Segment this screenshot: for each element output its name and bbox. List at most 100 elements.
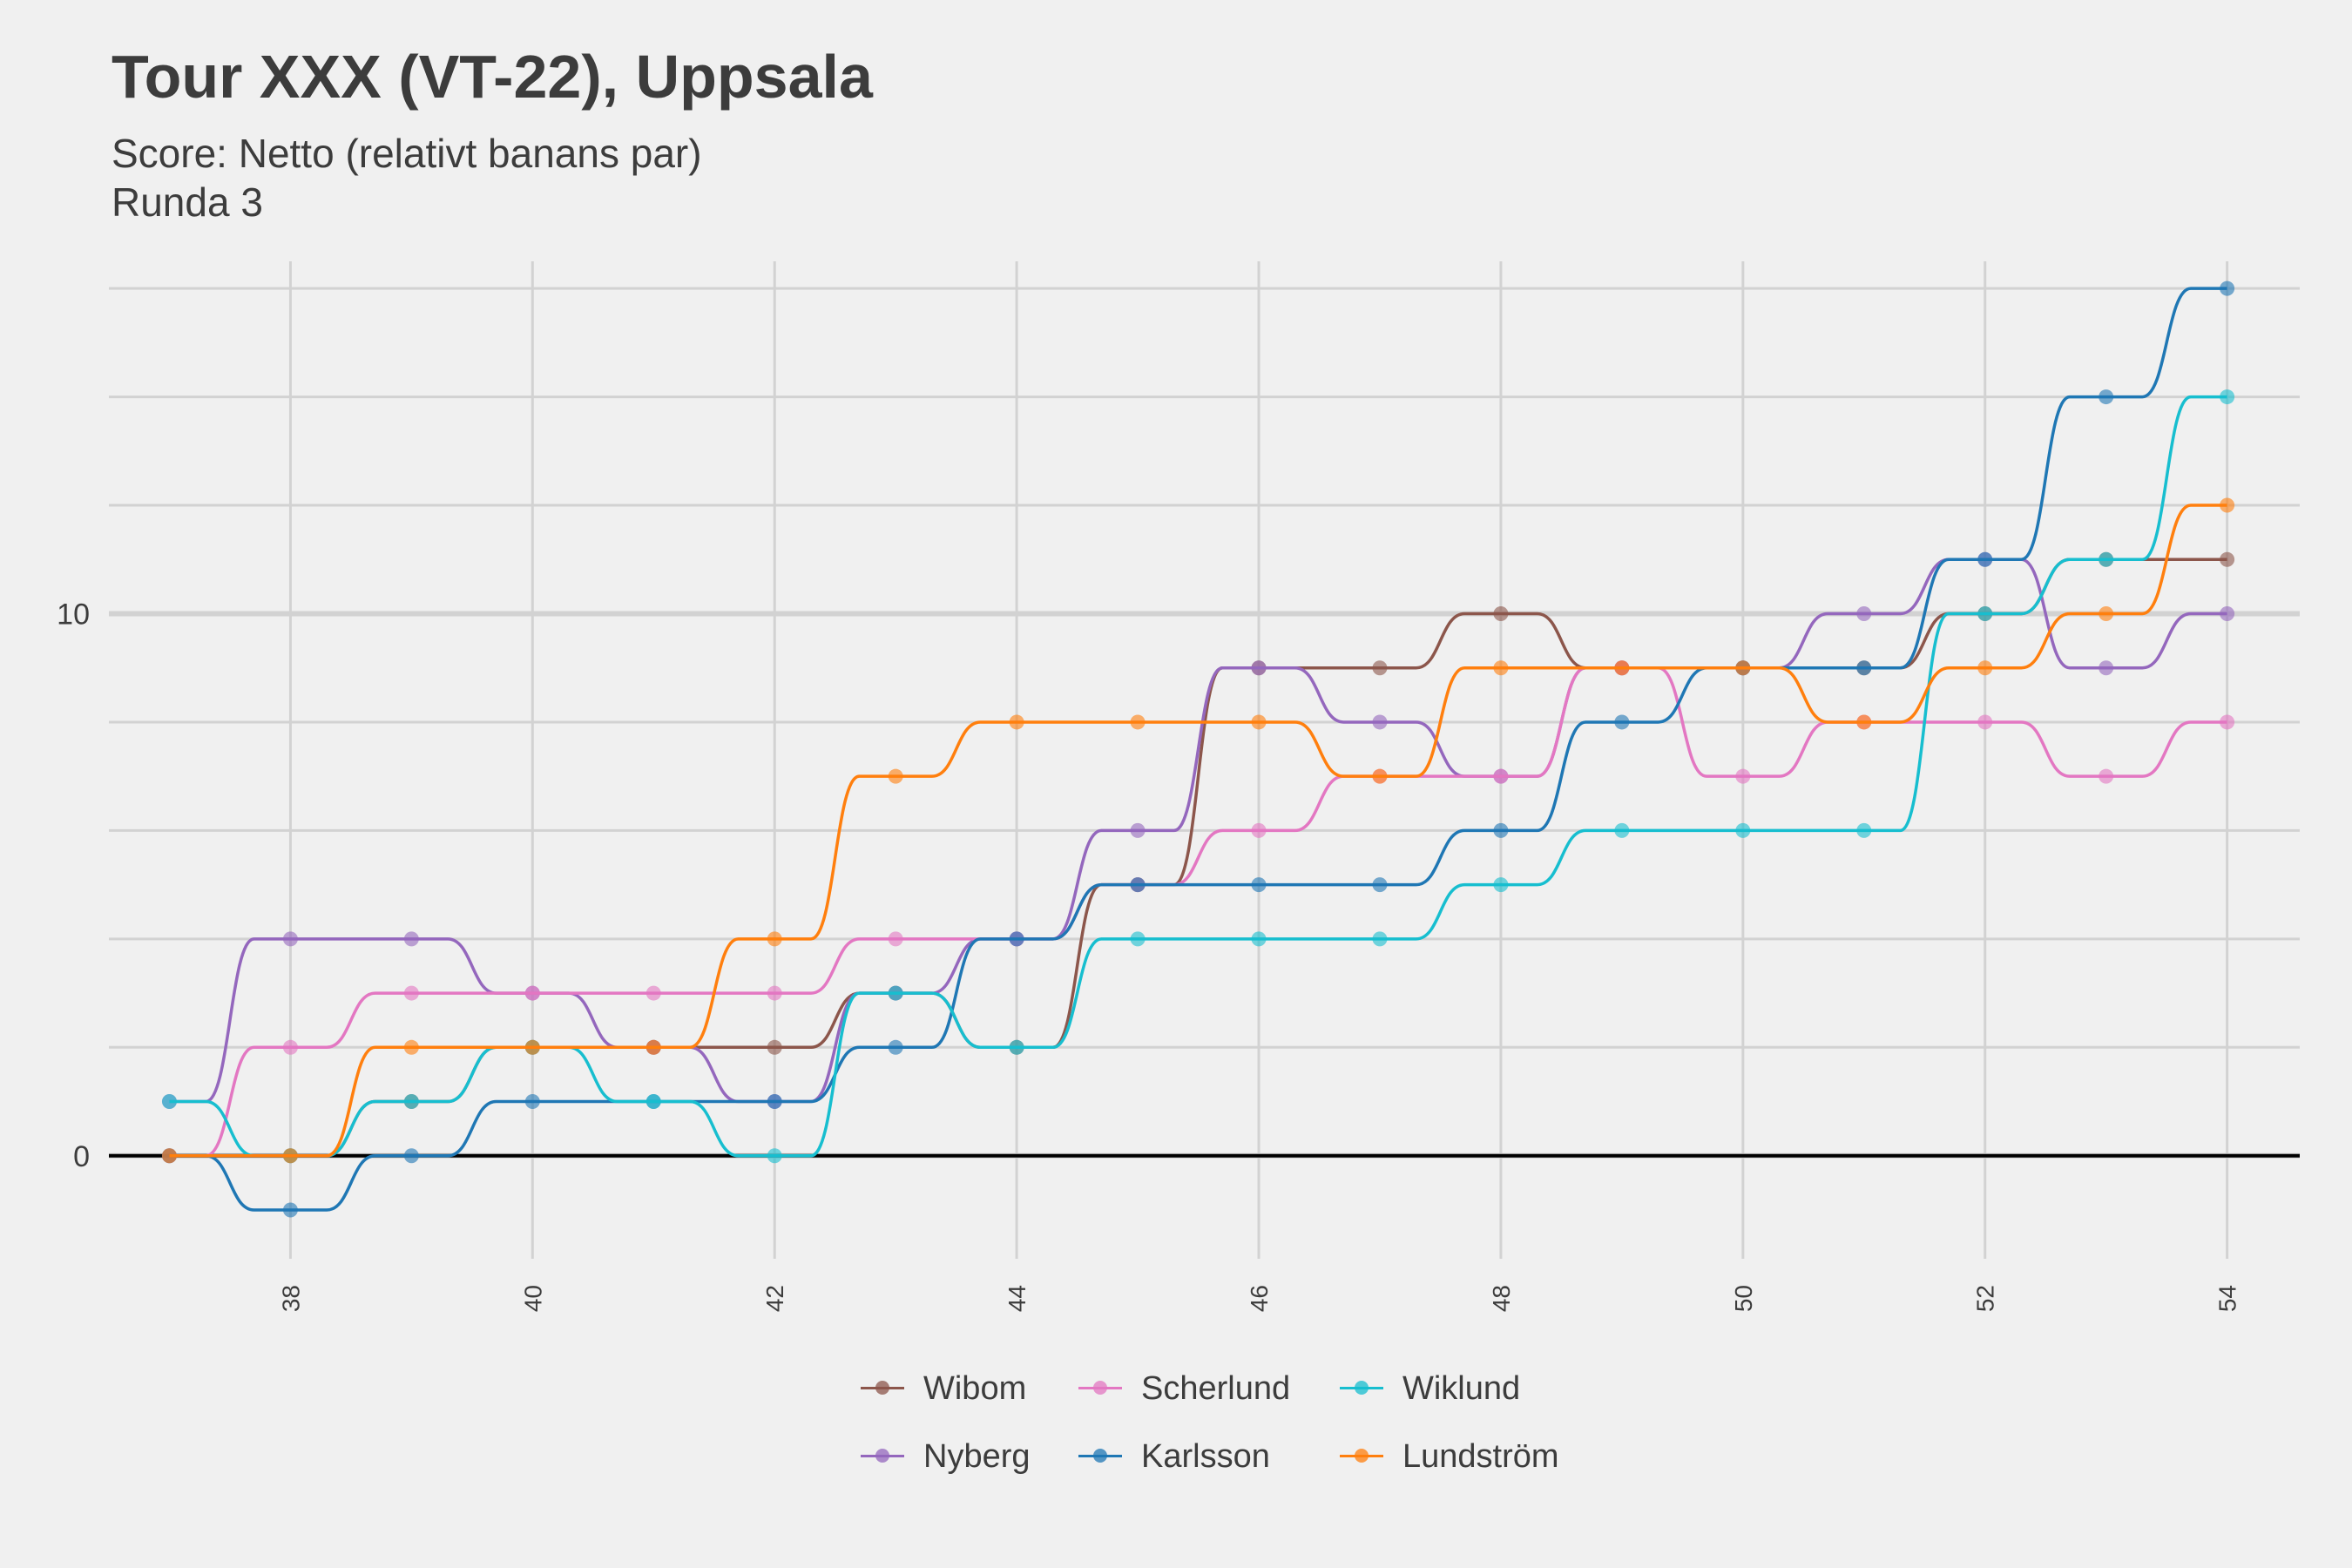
x-tick-label: 42 [761,1285,788,1312]
legend-label: Nyberg [923,1437,1031,1475]
data-point-wiklund [645,1094,661,1110]
legend-item-scherlund: Scherlund [1071,1368,1333,1409]
data-point-lundström [161,1148,177,1164]
y-tick-label: 10 [57,598,90,631]
data-point-wibom [1372,660,1388,676]
legend-item-wiklund: Wiklund [1333,1368,1559,1409]
data-point-wiklund [2099,551,2114,567]
legend-key [854,1436,911,1477]
data-point-lundström [645,1039,661,1055]
data-point-karlsson [888,1039,903,1055]
data-point-karlsson [2220,280,2235,296]
data-point-karlsson [403,1148,419,1164]
data-point-scherlund [1735,768,1751,784]
data-point-scherlund [1977,714,1993,730]
data-point-wiklund [1372,931,1388,947]
data-point-nyberg [403,931,419,947]
data-point-nyberg [2099,660,2114,676]
data-point-karlsson [1493,822,1509,838]
legend-key [854,1368,911,1409]
data-point-wibom [1493,605,1509,621]
data-point-karlsson [1130,877,1146,893]
data-point-karlsson [1977,551,1993,567]
data-point-lundström [524,1039,540,1055]
data-point-scherlund [524,985,540,1001]
data-point-nyberg [2220,605,2235,621]
data-point-wiklund [1856,822,1872,838]
data-point-lundström [1130,714,1146,730]
legend-label: Scherlund [1141,1369,1291,1407]
data-point-karlsson [524,1094,540,1110]
legend-item-lundström: Lundström [1333,1436,1559,1477]
data-point-wiklund [1130,931,1146,947]
data-point-wiklund [1614,822,1630,838]
data-point-karlsson [1614,714,1630,730]
data-point-scherlund [1251,822,1267,838]
chart-title: Tour XXX (VT-22), Uppsala [112,43,873,111]
data-point-lundström [1493,660,1509,676]
data-point-wiklund [1493,877,1509,893]
data-point-nyberg [282,931,298,947]
data-point-scherlund [767,985,782,1001]
legend-key [1071,1436,1129,1477]
data-point-karlsson [1372,877,1388,893]
data-point-scherlund [403,985,419,1001]
data-point-nyberg [1130,822,1146,838]
data-point-scherlund [282,1039,298,1055]
x-tick-label: 44 [1004,1285,1031,1312]
data-point-nyberg [1251,660,1267,676]
legend-item-karlsson: Karlsson [1071,1436,1333,1477]
data-point-lundström [1614,660,1630,676]
legend-item-nyberg: Nyberg [854,1436,1071,1477]
data-point-wiklund [161,1094,177,1110]
data-point-lundström [767,931,782,947]
x-tick-label: 46 [1246,1285,1273,1312]
data-point-wiklund [1735,822,1751,838]
x-tick-label: 48 [1488,1285,1515,1312]
data-point-scherlund [888,931,903,947]
data-point-lundström [2099,605,2114,621]
legend-label: Lundström [1402,1437,1559,1475]
data-point-nyberg [1372,714,1388,730]
data-point-karlsson [767,1094,782,1110]
data-point-lundström [1735,660,1751,676]
y-tick-label: 0 [73,1140,90,1173]
legend-label: Karlsson [1141,1437,1270,1475]
data-point-lundström [403,1039,419,1055]
data-point-wiklund [767,1148,782,1164]
data-point-lundström [888,768,903,784]
data-point-wiklund [2220,389,2235,405]
series-line-karlsson [169,287,2227,1212]
chart-subtitle: Score: Netto (relativt banans par) Runda… [112,129,702,226]
data-point-scherlund [2099,768,2114,784]
data-point-karlsson [282,1202,298,1218]
data-point-wiklund [403,1094,419,1110]
data-point-wiklund [1977,605,1993,621]
data-point-nyberg [1856,605,1872,621]
legend-key [1333,1368,1390,1409]
x-tick-label: 50 [1730,1285,1757,1312]
data-point-scherlund [645,985,661,1001]
x-tick-label: 38 [277,1285,304,1312]
legend-label: Wibom [923,1369,1027,1407]
data-point-wiklund [1251,931,1267,947]
legend-item-wibom: Wibom [854,1368,1071,1409]
data-point-wibom [2220,551,2235,567]
legend-key [1071,1368,1129,1409]
data-point-lundström [1372,768,1388,784]
data-point-scherlund [2220,714,2235,730]
subtitle-line-round: Runda 3 [112,179,263,225]
data-point-lundström [1856,714,1872,730]
subtitle-line-score: Score: Netto (relativt banans par) [112,131,702,176]
data-point-karlsson [2099,389,2114,405]
legend-key [1333,1436,1390,1477]
data-point-karlsson [1856,660,1872,676]
data-point-lundström [1251,714,1267,730]
x-tick-label: 52 [1972,1285,1999,1312]
data-point-wiklund [888,985,903,1001]
data-point-lundström [1009,714,1024,730]
data-point-lundström [282,1148,298,1164]
x-tick-label: 40 [519,1285,546,1312]
data-point-karlsson [1251,877,1267,893]
